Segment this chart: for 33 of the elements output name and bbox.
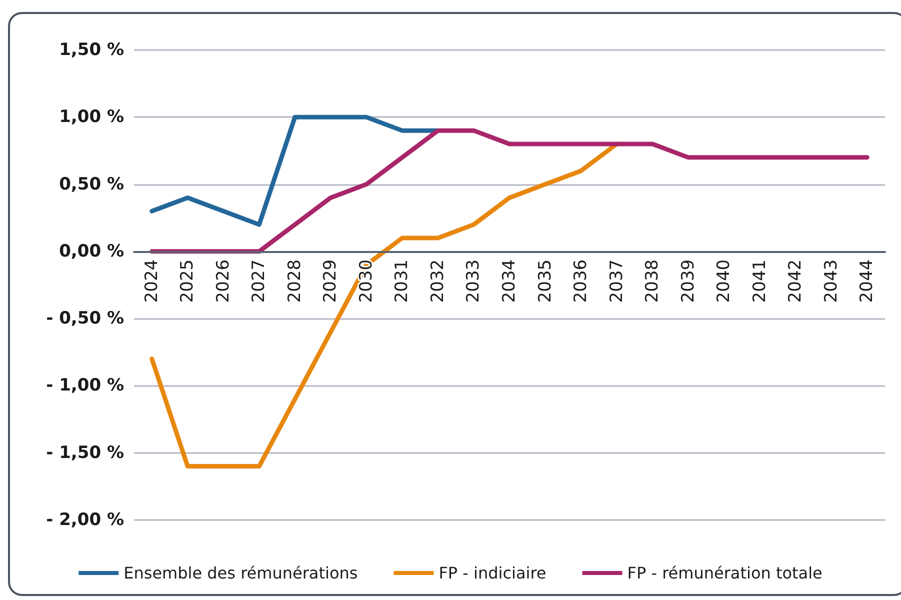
y-tick-label: - 1,50 % xyxy=(46,442,124,463)
y-tick-label: - 0,50 % xyxy=(46,308,124,329)
x-tick-label: 2027 xyxy=(249,259,270,303)
x-tick-label: 2041 xyxy=(750,259,770,303)
x-tick-label: 2038 xyxy=(642,259,663,303)
legend-label: Ensemble des rémunérations xyxy=(124,564,358,582)
x-tick-label: 2042 xyxy=(786,259,806,303)
x-tick-label: 2043 xyxy=(821,259,842,303)
x-tick-label: 2031 xyxy=(392,259,412,303)
legend-label: FP - rémunération totale xyxy=(627,564,822,582)
x-tick-label: 2024 xyxy=(142,259,162,303)
x-tick-label: 2033 xyxy=(464,259,484,303)
x-tick-label: 2028 xyxy=(284,259,305,303)
y-tick-label: 1,50 % xyxy=(59,40,124,60)
x-tick-label: 2030 xyxy=(356,259,376,303)
x-tick-label: 2029 xyxy=(320,259,341,303)
y-tick-label: - 1,00 % xyxy=(46,376,124,396)
line-series xyxy=(150,128,870,254)
y-tick-label: - 2,00 % xyxy=(46,510,124,530)
x-tick-label: 2036 xyxy=(571,259,592,303)
legend-label: FP - indiciaire xyxy=(438,564,546,582)
x-tick-label: 2044 xyxy=(857,259,878,303)
x-tick-label: 2026 xyxy=(213,259,234,303)
x-tick-label: 2039 xyxy=(678,259,698,303)
x-tick-label: 2035 xyxy=(535,259,556,303)
x-tick-label: 2040 xyxy=(714,259,734,303)
y-tick-label: 0,50 % xyxy=(59,174,124,194)
x-tick-label: 2032 xyxy=(428,259,448,303)
x-tick-label: 2037 xyxy=(606,259,627,303)
x-tick-label: 2025 xyxy=(178,259,198,303)
y-tick-label: 1,00 % xyxy=(59,107,124,128)
x-tick-label: 2034 xyxy=(500,259,520,303)
y-tick-label: 0,00 % xyxy=(59,241,124,262)
